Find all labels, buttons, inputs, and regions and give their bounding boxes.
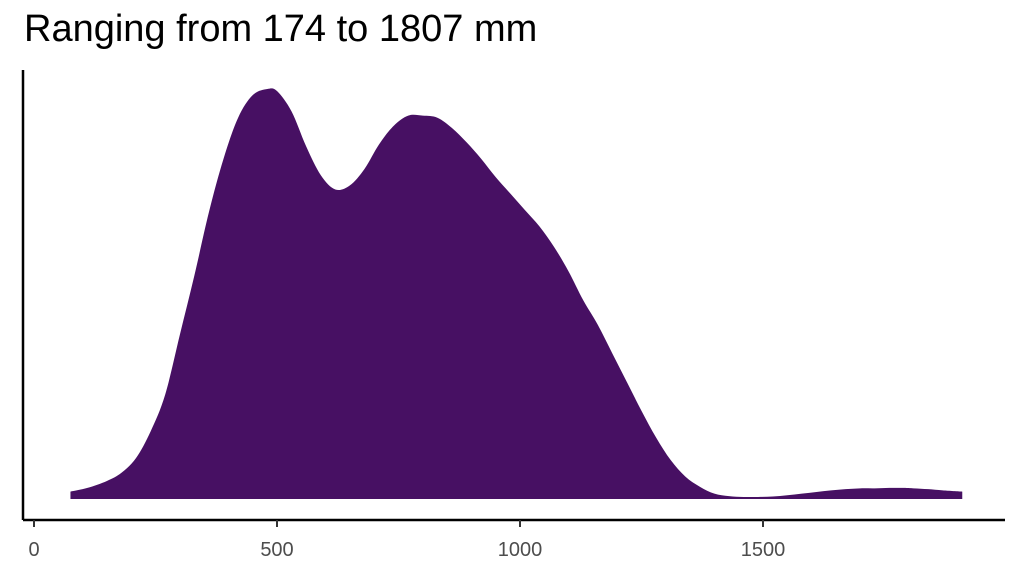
x-tick-label: 0: [28, 539, 39, 561]
x-tick-label: 500: [260, 539, 293, 561]
chart-title: Ranging from 174 to 1807 mm: [24, 8, 538, 50]
area-layer: [70, 88, 963, 500]
density-area: [70, 88, 963, 500]
x-tick-label: 1500: [741, 539, 786, 561]
x-axis-ticks: 0 500 1000 1500: [28, 520, 785, 561]
x-tick-label: 1000: [498, 539, 543, 561]
